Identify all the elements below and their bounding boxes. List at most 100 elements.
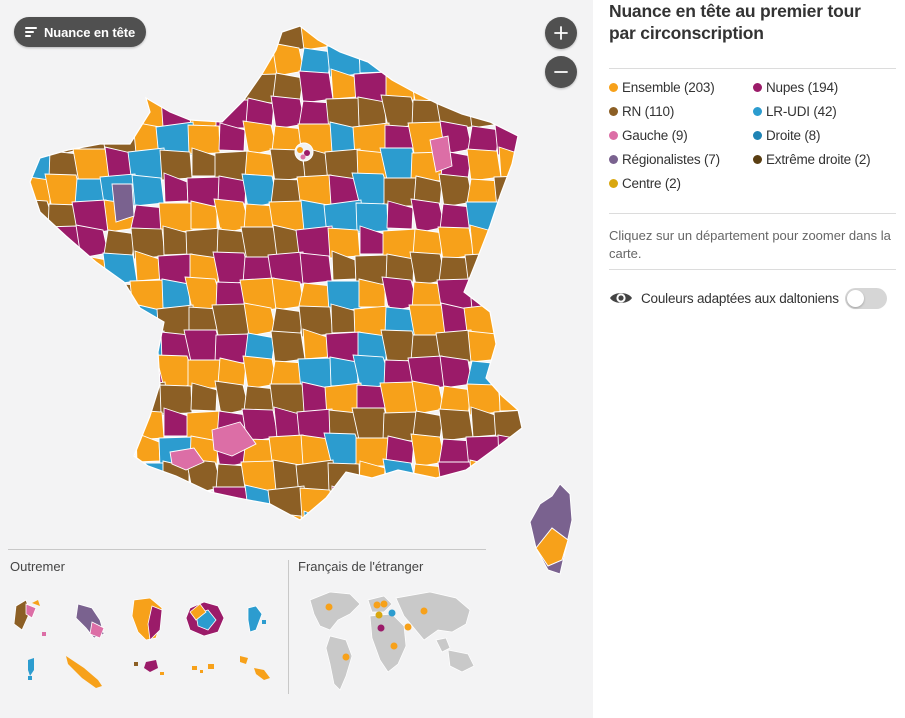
district-area[interactable]: [20, 463, 53, 493]
district-area[interactable]: [157, 487, 195, 520]
district-area[interactable]: [468, 42, 500, 76]
district-area[interactable]: [497, 434, 526, 465]
district-area[interactable]: [105, 328, 135, 361]
district-area[interactable]: [436, 44, 476, 80]
district-area[interactable]: [526, 410, 554, 438]
district-area[interactable]: [184, 44, 224, 80]
district-area[interactable]: [106, 510, 134, 541]
district-area[interactable]: [102, 252, 138, 286]
zoom-in-button[interactable]: [545, 17, 577, 49]
district-area[interactable]: [494, 100, 529, 130]
district-area[interactable]: [527, 357, 553, 385]
district-area[interactable]: [413, 175, 443, 205]
district-area[interactable]: [409, 486, 447, 520]
paris-area[interactable]: [294, 142, 314, 162]
district-area[interactable]: [75, 307, 109, 337]
district-area[interactable]: [75, 489, 109, 519]
district-area[interactable]: [44, 408, 84, 444]
district-area[interactable]: [243, 22, 277, 51]
district-area[interactable]: [523, 333, 557, 363]
district-area[interactable]: [521, 383, 558, 417]
district-area[interactable]: [463, 69, 505, 107]
district-area[interactable]: [211, 421, 257, 457]
district-area[interactable]: [331, 485, 357, 515]
district-area[interactable]: [102, 487, 138, 520]
district-area[interactable]: [133, 68, 163, 101]
district-area[interactable]: [497, 199, 526, 231]
layer-select-button[interactable]: Nuance en tête: [14, 17, 147, 47]
district-area[interactable]: [212, 17, 252, 54]
district-area[interactable]: [494, 358, 529, 390]
district-area[interactable]: [496, 252, 527, 284]
district-area[interactable]: [381, 511, 419, 546]
district-area[interactable]: [161, 513, 191, 542]
district-area[interactable]: [438, 74, 474, 104]
district-area[interactable]: [104, 381, 136, 414]
district-area[interactable]: [299, 252, 333, 285]
district-area[interactable]: [189, 19, 219, 49]
district-area[interactable]: [99, 407, 141, 445]
district-area[interactable]: [49, 279, 79, 309]
district-area[interactable]: [157, 20, 195, 53]
district-area[interactable]: [101, 70, 139, 105]
district-area[interactable]: [438, 408, 474, 442]
district-area[interactable]: [50, 44, 78, 74]
district-area[interactable]: [521, 149, 558, 183]
district-area[interactable]: [22, 357, 51, 387]
metropole-districts[interactable]: [16, 17, 560, 548]
district-area[interactable]: [468, 277, 500, 310]
district-area[interactable]: [73, 95, 111, 131]
district-area[interactable]: [491, 510, 532, 548]
district-area[interactable]: [493, 175, 530, 209]
district-area[interactable]: [20, 281, 53, 311]
district-area[interactable]: [17, 433, 56, 470]
district-area[interactable]: [100, 356, 140, 392]
district-area[interactable]: [156, 70, 196, 106]
district-area[interactable]: [492, 460, 531, 496]
district-area[interactable]: [102, 464, 138, 494]
district-area[interactable]: [23, 122, 50, 152]
corsica[interactable]: [529, 483, 573, 575]
district-area[interactable]: [46, 255, 82, 286]
election-map[interactable]: [0, 0, 593, 718]
district-area[interactable]: [467, 95, 501, 129]
district-area[interactable]: [76, 72, 108, 102]
district-area[interactable]: [495, 305, 528, 337]
district-area[interactable]: [130, 462, 166, 494]
district-area[interactable]: [496, 18, 527, 50]
district-area[interactable]: [74, 512, 110, 545]
district-area[interactable]: [73, 330, 111, 365]
district-area[interactable]: [217, 175, 247, 205]
district-area[interactable]: [169, 447, 205, 471]
district-area[interactable]: [47, 385, 81, 415]
district-area[interactable]: [437, 461, 475, 495]
district-area[interactable]: [525, 463, 555, 491]
district-area[interactable]: [217, 357, 247, 387]
district-area[interactable]: [381, 45, 419, 79]
district-area[interactable]: [491, 277, 532, 315]
colorblind-toggle[interactable]: [845, 288, 887, 309]
district-area[interactable]: [412, 46, 444, 76]
district-area[interactable]: [410, 516, 446, 545]
district-area[interactable]: [303, 510, 329, 540]
district-area[interactable]: [357, 96, 387, 127]
district-area[interactable]: [103, 47, 137, 77]
district-area[interactable]: [429, 135, 453, 173]
district-area[interactable]: [131, 409, 165, 441]
district-area[interactable]: [45, 355, 83, 391]
district-area[interactable]: [161, 278, 191, 309]
district-area[interactable]: [19, 515, 54, 545]
district-area[interactable]: [74, 360, 110, 390]
district-area[interactable]: [468, 512, 500, 543]
district-area[interactable]: [74, 42, 110, 78]
district-area[interactable]: [23, 304, 50, 334]
district-area[interactable]: [409, 17, 447, 53]
district-area[interactable]: [48, 332, 80, 362]
district-area[interactable]: [270, 330, 306, 364]
district-area[interactable]: [101, 305, 139, 339]
district-area[interactable]: [528, 304, 552, 332]
district-area[interactable]: [48, 514, 80, 543]
district-area[interactable]: [216, 46, 248, 76]
district-area[interactable]: [523, 99, 557, 129]
district-area[interactable]: [72, 382, 112, 418]
